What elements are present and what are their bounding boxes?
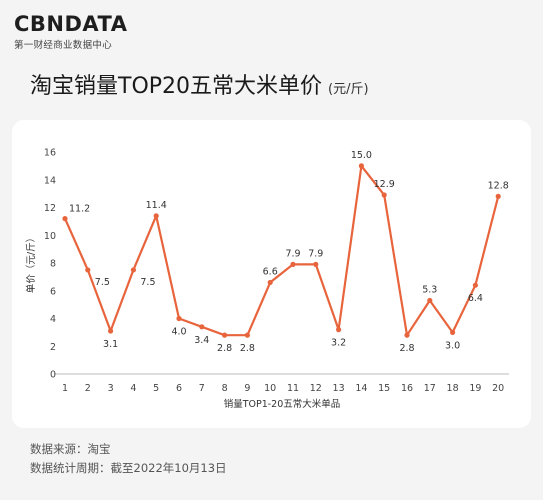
logo-text: CBNDATA xyxy=(14,12,128,36)
data-label: 7.5 xyxy=(140,277,155,288)
data-label: 6.6 xyxy=(263,266,278,277)
data-label: 2.8 xyxy=(399,343,414,354)
data-period: 数据统计周期：截至2022年10月13日 xyxy=(30,461,227,475)
data-point xyxy=(472,282,478,288)
y-tick-label: 10 xyxy=(44,231,56,242)
data-label: 12.8 xyxy=(488,180,509,191)
data-point xyxy=(450,329,456,335)
brand-logo: CBNDATA 第一财经商业数据中心 xyxy=(14,12,128,51)
logo-tagline: 第一财经商业数据中心 xyxy=(14,40,113,51)
x-tick-label: 7 xyxy=(199,383,205,394)
data-label: 3.2 xyxy=(331,338,346,349)
data-point xyxy=(427,297,433,304)
data-label: 2.8 xyxy=(240,343,255,354)
data-label: 4.0 xyxy=(171,327,186,338)
x-tick-label: 2 xyxy=(85,383,91,394)
data-point xyxy=(176,315,182,322)
data-point xyxy=(404,332,410,338)
data-label: 7.9 xyxy=(308,248,323,259)
data-label: 3.4 xyxy=(194,335,209,346)
data-point xyxy=(222,332,228,338)
x-tick-label: 10 xyxy=(264,383,276,394)
y-tick-label: 12 xyxy=(44,203,56,214)
title-main: 淘宝销量TOP20五常大米单价 xyxy=(30,74,323,99)
data-point xyxy=(153,213,159,219)
data-label: 3.0 xyxy=(445,340,460,351)
data-point xyxy=(85,267,91,273)
y-tick-label: 14 xyxy=(44,175,56,186)
data-point xyxy=(495,193,501,199)
x-axis-title: 销量TOP1-20五常大米单品 xyxy=(224,398,341,410)
data-label: 7.9 xyxy=(285,248,300,259)
x-tick-label: 13 xyxy=(333,383,345,394)
y-tick-label: 8 xyxy=(50,259,56,270)
data-point xyxy=(381,192,387,198)
data-label: 11.4 xyxy=(146,200,167,211)
data-point xyxy=(244,332,250,338)
y-tick-label: 0 xyxy=(50,370,56,381)
x-tick-label: 8 xyxy=(222,383,228,394)
x-tick-label: 14 xyxy=(355,383,367,394)
data-point xyxy=(130,267,136,273)
data-point xyxy=(313,261,319,267)
x-tick-label: 6 xyxy=(176,383,182,394)
data-point xyxy=(358,163,364,169)
footer: 数据来源：淘宝 数据统计周期：截至2022年10月13日 xyxy=(30,440,227,478)
x-tick-label: 3 xyxy=(108,383,114,394)
x-tick-label: 17 xyxy=(424,383,436,394)
x-tick-label: 1 xyxy=(62,383,68,394)
x-tick-label: 11 xyxy=(287,383,299,394)
data-label: 7.5 xyxy=(95,277,110,288)
data-point xyxy=(62,216,68,222)
y-tick-label: 2 xyxy=(50,342,56,353)
x-tick-label: 12 xyxy=(310,383,322,394)
title-unit: (元/斤) xyxy=(328,82,369,97)
chart-card: 0 2 4 6 8 10 12 14 16 1 2 3 4 5 6 7 8 9 10 11 12 13 14 15 16 17 18… xyxy=(12,120,531,428)
data-label: 6.4 xyxy=(468,293,483,304)
x-tick-label: 15 xyxy=(378,383,390,394)
y-axis-title: 单价（元/斤） xyxy=(25,233,37,293)
x-tick-label: 5 xyxy=(153,383,159,394)
x-tick-label: 16 xyxy=(401,383,413,394)
data-label: 3.1 xyxy=(103,339,118,350)
y-tick-label: 6 xyxy=(50,286,56,297)
x-tick-label: 9 xyxy=(244,383,250,394)
series-line xyxy=(63,164,500,337)
data-point xyxy=(336,327,342,333)
data-label: 12.9 xyxy=(374,179,395,190)
data-label: 5.3 xyxy=(422,284,437,295)
x-tick-label: 4 xyxy=(130,383,136,394)
data-point xyxy=(290,261,296,267)
data-source: 数据来源：淘宝 xyxy=(30,442,111,456)
data-label: 2.8 xyxy=(217,343,232,354)
page-title: 淘宝销量TOP20五常大米单价 (元/斤) xyxy=(30,72,369,105)
data-label: 11.2 xyxy=(69,204,90,215)
data-label: 15.0 xyxy=(351,150,372,161)
y-tick-label: 4 xyxy=(50,314,56,325)
data-point xyxy=(199,324,205,330)
x-tick-label: 20 xyxy=(492,383,504,394)
data-point xyxy=(267,279,273,286)
x-tick-label: 18 xyxy=(447,383,459,394)
x-tick-label: 19 xyxy=(469,383,481,394)
y-tick-label: 16 xyxy=(44,148,56,159)
data-point xyxy=(108,328,114,334)
